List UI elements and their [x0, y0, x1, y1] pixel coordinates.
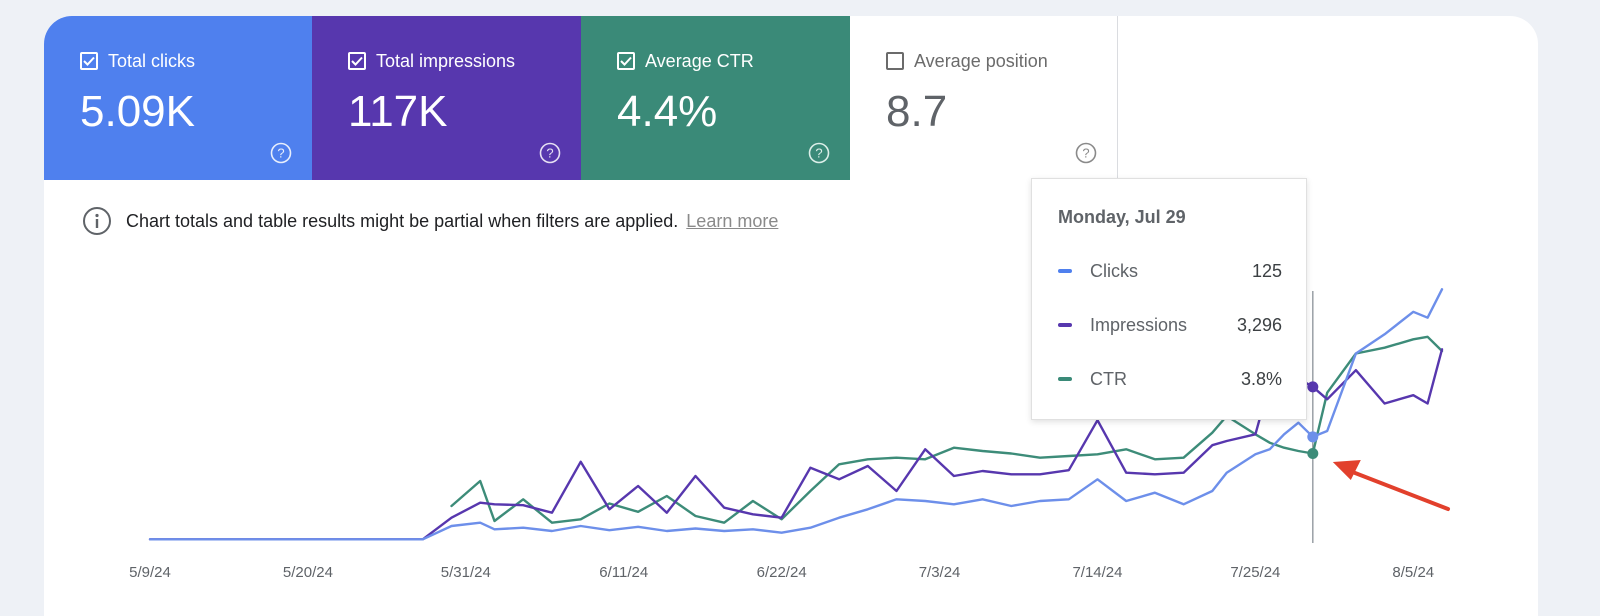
checkbox-checked-icon[interactable] — [80, 52, 98, 70]
annotation-arrow-shaft — [1342, 467, 1450, 511]
performance-chart[interactable]: 5/9/24 5/20/24 5/31/24 6/11/24 6/22/24 7/3/24… — [44, 16, 1538, 616]
help-icon[interactable]: ? — [539, 142, 561, 164]
series-swatch — [1058, 269, 1072, 273]
filter-notice: Chart totals and table results might be … — [82, 206, 778, 236]
chart-tooltip: Monday, Jul 29 Clicks 125 Impressions 3,… — [1031, 178, 1307, 420]
series-swatch — [1058, 377, 1072, 381]
checkbox-checked-icon[interactable] — [617, 52, 635, 70]
card-value: 117K — [348, 87, 448, 136]
card-label: Average CTR — [645, 50, 754, 71]
metric-cards: Total clicks 5.09K ? Total impressions 1… — [44, 16, 1118, 180]
checkbox-unchecked-icon[interactable] — [886, 52, 904, 70]
card-label: Total clicks — [108, 50, 196, 71]
annotation-arrow-head — [1332, 460, 1361, 480]
series-swatch — [1058, 323, 1072, 327]
help-icon[interactable]: ? — [808, 142, 830, 164]
tooltip-row-impressions: Impressions 3,296 — [1058, 313, 1282, 337]
tooltip-series-name: Impressions — [1090, 314, 1188, 335]
tooltip-series-name: CTR — [1090, 368, 1127, 389]
performance-panel: Total clicks 5.09K ? Total impressions 1… — [44, 16, 1538, 616]
average-position-card[interactable]: Average position 8.7 ? — [850, 16, 1118, 180]
x-tick-label: 6/11/24 — [599, 564, 648, 581]
x-tick-label: 6/22/24 — [757, 564, 807, 581]
svg-text:?: ? — [1082, 146, 1089, 161]
card-value: 5.09K — [80, 87, 195, 136]
series-line-clicks — [148, 288, 1444, 541]
tooltip-series-name: Clicks — [1090, 260, 1138, 281]
info-icon — [83, 207, 111, 235]
x-tick-label: 5/20/24 — [283, 564, 333, 581]
card-value: 4.4% — [617, 87, 718, 136]
x-tick-label: 8/5/24 — [1392, 564, 1434, 581]
total-clicks-card[interactable]: Total clicks 5.09K ? — [44, 16, 312, 180]
learn-more-link[interactable]: Learn more — [686, 210, 779, 231]
series-line-ctr — [450, 335, 1444, 524]
tooltip-series-value: 3,296 — [1236, 314, 1282, 335]
highlight-point-ctr — [1307, 448, 1319, 459]
x-tick-label: 7/25/24 — [1230, 564, 1280, 581]
card-label: Average position — [914, 50, 1048, 71]
svg-text:?: ? — [546, 146, 553, 161]
x-tick-label: 5/9/24 — [129, 564, 171, 581]
average-ctr-card[interactable]: Average CTR 4.4% ? — [581, 16, 850, 180]
tooltip-row-clicks: Clicks 125 — [1058, 259, 1282, 283]
tooltip-row-ctr: CTR 3.8% — [1058, 367, 1282, 391]
x-tick-label: 7/3/24 — [919, 564, 961, 581]
total-impressions-card[interactable]: Total impressions 117K ? — [312, 16, 581, 180]
x-tick-label: 5/31/24 — [441, 564, 491, 581]
tooltip-date: Monday, Jul 29 — [1058, 207, 1186, 227]
notice-text: Chart totals and table results might be … — [126, 210, 679, 231]
card-value: 8.7 — [886, 87, 948, 136]
tooltip-series-value: 3.8% — [1240, 368, 1282, 389]
help-icon[interactable]: ? — [270, 142, 292, 164]
tooltip-series-value: 125 — [1251, 260, 1282, 281]
checkbox-checked-icon[interactable] — [348, 52, 366, 70]
svg-text:?: ? — [277, 146, 284, 161]
help-icon[interactable]: ? — [1075, 142, 1097, 164]
x-tick-label: 7/14/24 — [1072, 564, 1122, 581]
svg-text:?: ? — [815, 146, 822, 161]
card-label: Total impressions — [376, 50, 516, 71]
highlight-point-impressions — [1307, 381, 1319, 393]
highlight-point-clicks — [1307, 431, 1319, 443]
